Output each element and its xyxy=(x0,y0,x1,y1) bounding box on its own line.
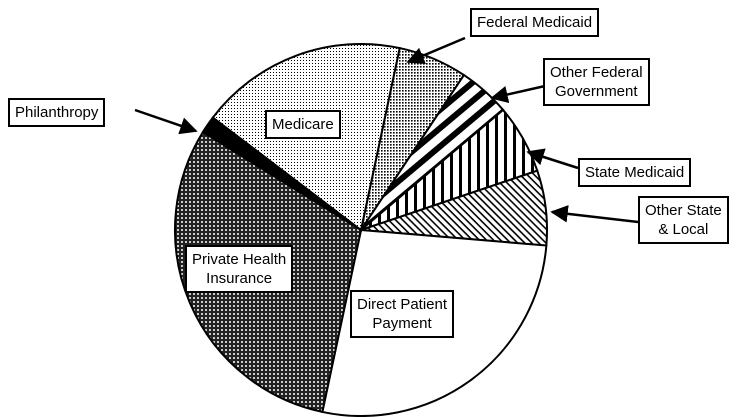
slice-label: Medicare xyxy=(265,110,341,139)
leader-arrow xyxy=(406,36,466,64)
slice-label: Other Federal Government xyxy=(543,58,650,106)
slice-label: Private Health Insurance xyxy=(185,245,294,293)
slice-label: Other State & Local xyxy=(638,196,729,244)
leader-arrow xyxy=(134,108,198,135)
slice-label: State Medicaid xyxy=(578,158,692,187)
slice-label: Direct Patient Payment xyxy=(350,290,455,338)
leader-arrow xyxy=(490,84,546,104)
slice-label: Philanthropy xyxy=(8,98,106,127)
leader-arrow xyxy=(550,205,639,224)
leader-arrow xyxy=(526,148,579,170)
slice-label: Federal Medicaid xyxy=(470,8,600,37)
